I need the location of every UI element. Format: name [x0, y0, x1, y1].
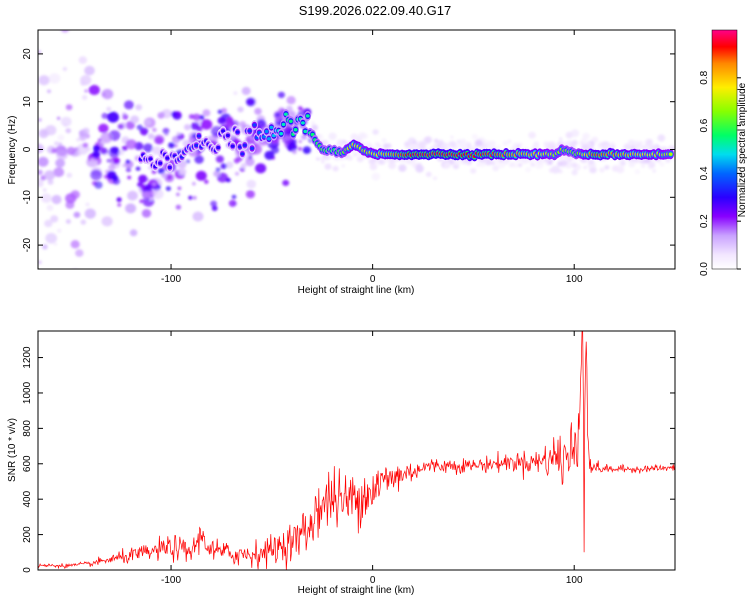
spectrogram-y-ticks: 20 10 0 -10 -20 [22, 48, 675, 252]
colorbar-gradient [711, 29, 738, 270]
y-tick-label: 600 [22, 455, 33, 472]
snr-y-label: SNR (10 * v/v) [7, 418, 18, 482]
x-tick-label: -100 [161, 274, 181, 285]
colorbar-ticks: 0.0 0.2 0.4 0.6 0.8 [699, 70, 741, 276]
y-tick-label: 20 [22, 48, 33, 60]
y-tick-label: 1200 [22, 346, 33, 369]
snr-frame [37, 330, 676, 571]
spectrogram-ridge [137, 109, 674, 173]
spectrogram-x-ticks: -100 0 100 [161, 30, 583, 285]
colorbar-tick-label: 0.0 [699, 262, 710, 276]
colorbar: 0.0 0.2 0.4 0.6 0.8 Normalized spectral ampl… [699, 29, 748, 276]
colorbar-tick-label: 0.6 [699, 118, 710, 132]
snr-plot-area [38, 331, 675, 570]
x-tick-label: -100 [161, 575, 181, 586]
y-tick-label: 0 [22, 146, 33, 152]
x-tick-label: 0 [370, 274, 376, 285]
snr-x-label: Height of straight line (km) [298, 585, 415, 596]
snr-panel: -100 0 100 0 200 400 600 800 1000 1200 Height of… [7, 330, 676, 596]
y-tick-label: 10 [22, 96, 33, 108]
snr-series-line [38, 331, 675, 570]
spectrogram-x-label: Height of straight line (km) [298, 285, 415, 296]
y-tick-label: 200 [22, 526, 33, 543]
spectrogram-y-label: Frequency (Hz) [7, 116, 18, 185]
colorbar-tick-label: 0.8 [699, 70, 710, 84]
x-tick-label: 100 [566, 575, 583, 586]
y-tick-label: 1000 [22, 381, 33, 404]
colorbar-label: Normalized spectral amplitude [737, 82, 748, 217]
snr-x-ticks: -100 0 100 [161, 331, 583, 586]
y-tick-label: 800 [22, 420, 33, 437]
y-tick-label: -20 [22, 237, 33, 252]
y-tick-label: 400 [22, 490, 33, 507]
snr-y-ticks: 0 200 400 600 800 1000 1200 [22, 346, 675, 573]
x-tick-label: 100 [566, 274, 583, 285]
y-tick-label: 0 [22, 567, 33, 573]
chart-title: S199.2026.022.09.40.G17 [299, 3, 452, 18]
x-tick-label: 0 [370, 575, 376, 586]
y-tick-label: -10 [22, 190, 33, 205]
colorbar-tick-label: 0.4 [699, 166, 710, 180]
colorbar-tick-label: 0.2 [699, 214, 710, 228]
